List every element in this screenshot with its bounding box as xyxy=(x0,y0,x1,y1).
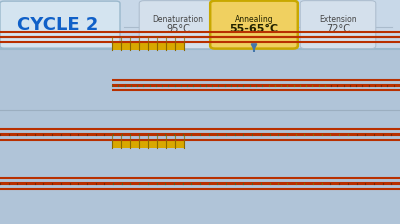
Text: 95°C: 95°C xyxy=(166,24,190,34)
Text: Extension: Extension xyxy=(319,15,357,24)
Bar xyxy=(264,85,328,86)
Bar xyxy=(0,0,400,49)
Text: CYCLE 2: CYCLE 2 xyxy=(17,16,99,34)
FancyBboxPatch shape xyxy=(300,1,376,49)
Bar xyxy=(264,183,328,184)
Bar xyxy=(292,134,352,135)
Text: Annealing: Annealing xyxy=(235,15,273,24)
Bar xyxy=(112,85,328,86)
FancyBboxPatch shape xyxy=(210,1,298,49)
Bar xyxy=(112,140,184,148)
Bar xyxy=(112,183,328,184)
Text: 72°C: 72°C xyxy=(326,24,350,34)
Text: Denaturation: Denaturation xyxy=(152,15,204,24)
Bar xyxy=(112,134,352,135)
FancyBboxPatch shape xyxy=(0,1,120,48)
Text: 55-65°C: 55-65°C xyxy=(230,24,278,34)
Bar xyxy=(112,43,184,50)
FancyBboxPatch shape xyxy=(139,1,217,49)
